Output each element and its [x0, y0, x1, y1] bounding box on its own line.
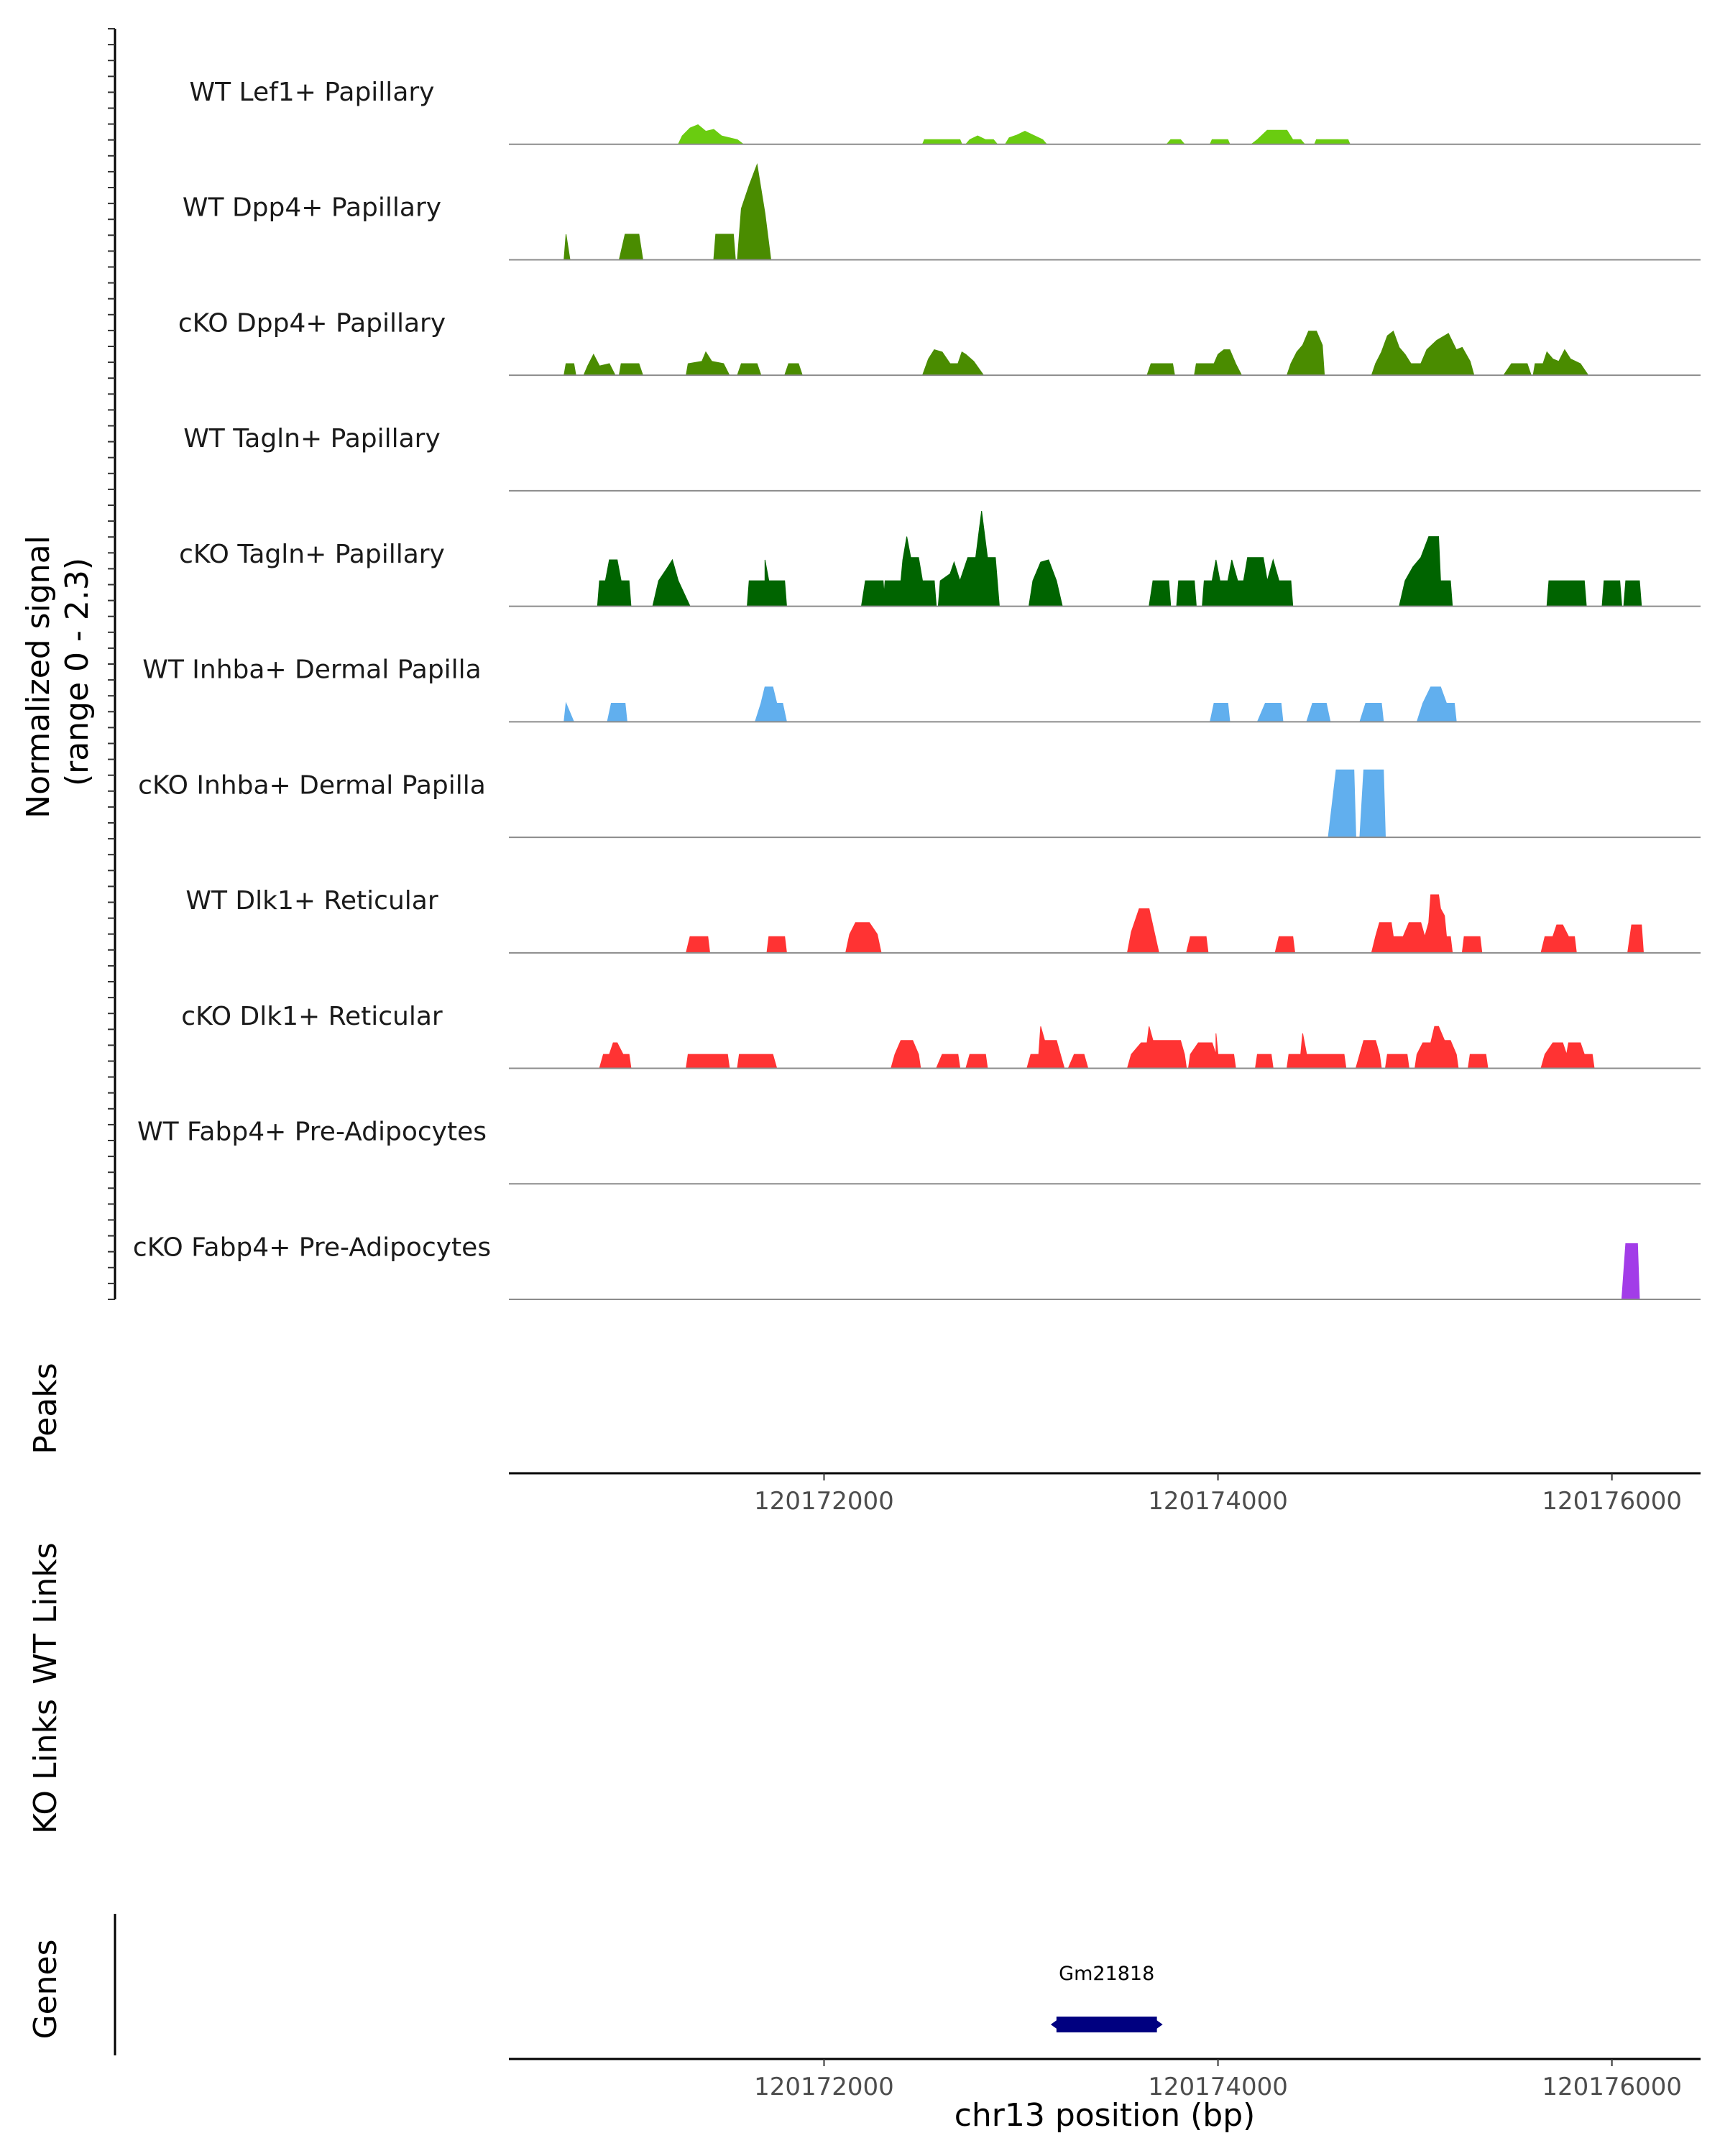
track-wt-inhba-dermal-papilla: WT Inhba+ Dermal Papilla: [142, 655, 1701, 723]
track-label-wt-tagln-papillary: WT Tagln+ Papillary: [183, 424, 441, 453]
track-cko-fabp4-pre-adipocytes: cKO Fabp4+ Pre-Adipocytes: [133, 1233, 1701, 1300]
genes-x-axis: 120172000 120174000 120176000: [509, 2058, 1701, 2101]
signal-area-wt-dpp4-papillary: [564, 162, 772, 260]
track-wt-dlk1-reticular: WT Dlk1+ Reticular: [185, 886, 1701, 954]
track-label-wt-fabp4-pre-adipocytes: WT Fabp4+ Pre-Adipocytes: [137, 1118, 487, 1147]
y-axis-title-line-2: (range 0 - 2.3): [59, 558, 96, 786]
signal-area-cko-fabp4-pre-adipocytes: [1621, 1243, 1640, 1300]
signal-area-cko-tagln-papillary: [597, 511, 1642, 607]
gene-strand-arrow-icon: [1050, 2017, 1061, 2032]
signal-area-wt-lef1-papillary: [677, 124, 1351, 145]
peaks-panel-label: Peaks: [27, 1363, 64, 1454]
signal-area-cko-dpp4-papillary: [564, 330, 1589, 376]
gene-end-cap-icon: [1152, 2017, 1163, 2032]
track-label-wt-inhba-dermal-papilla: WT Inhba+ Dermal Papilla: [142, 655, 481, 685]
signal-area-wt-dlk1-reticular: [685, 894, 1644, 954]
track-cko-tagln-papillary: cKO Tagln+ Papillary: [179, 511, 1701, 607]
peaks-x-tick-label: 120176000: [1542, 1487, 1682, 1516]
track-wt-fabp4-pre-adipocytes: WT Fabp4+ Pre-Adipocytes: [137, 1118, 1701, 1185]
signal-area-cko-dlk1-reticular: [599, 1026, 1595, 1069]
x-axis-title: chr13 position (bp): [954, 2097, 1256, 2134]
peaks-x-tick-label: 120174000: [1148, 1487, 1288, 1516]
gene-label: Gm21818: [1059, 1963, 1154, 1985]
ko-links-panel-label: KO Links: [27, 1699, 64, 1834]
track-cko-dlk1-reticular: cKO Dlk1+ Reticular: [181, 1002, 1701, 1069]
track-label-cko-dpp4-papillary: cKO Dpp4+ Papillary: [178, 308, 446, 338]
wt-links-panel-label: WT Links: [27, 1542, 64, 1684]
y-axis-title: Normalized signal (range 0 - 2.3): [20, 525, 96, 819]
genes-x-tick-label: 120176000: [1542, 2073, 1682, 2101]
genes-x-tick-label: 120172000: [754, 2073, 894, 2101]
track-label-cko-dlk1-reticular: cKO Dlk1+ Reticular: [181, 1002, 443, 1031]
signal-area-wt-inhba-dermal-papilla: [564, 686, 1457, 722]
signal-area-cko-inhba-dermal-papilla: [1328, 769, 1386, 838]
signal-y-axis: [108, 28, 116, 1300]
peaks-x-tick-label: 120172000: [754, 1487, 894, 1516]
track-label-wt-lef1-papillary: WT Lef1+ Papillary: [190, 78, 435, 107]
track-label-cko-inhba-dermal-papilla: cKO Inhba+ Dermal Papilla: [138, 770, 486, 800]
track-label-wt-dpp4-papillary: WT Dpp4+ Papillary: [183, 193, 441, 223]
track-label-cko-tagln-papillary: cKO Tagln+ Papillary: [179, 540, 445, 569]
genes-x-tick-label: 120174000: [1148, 2073, 1288, 2101]
track-wt-dpp4-papillary: WT Dpp4+ Papillary: [183, 162, 1701, 261]
track-label-cko-fabp4-pre-adipocytes: cKO Fabp4+ Pre-Adipocytes: [133, 1233, 491, 1262]
gene-track: Gm21818: [1050, 1963, 1163, 2032]
track-wt-tagln-papillary: WT Tagln+ Papillary: [183, 424, 1701, 492]
peaks-x-axis: 120172000 120174000 120176000: [509, 1472, 1701, 1516]
track-wt-lef1-papillary: WT Lef1+ Papillary: [190, 78, 1701, 145]
y-axis-title-line-1: Normalized signal: [20, 535, 57, 819]
track-cko-inhba-dermal-papilla: cKO Inhba+ Dermal Papilla: [138, 769, 1701, 839]
track-label-wt-dlk1-reticular: WT Dlk1+ Reticular: [185, 886, 438, 916]
track-cko-dpp4-papillary: cKO Dpp4+ Papillary: [178, 308, 1701, 377]
genes-panel-label: Genes: [27, 1939, 64, 2039]
signal-tracks: WT Lef1+ Papillary WT Dpp4+ Papillary cKO …: [133, 78, 1701, 1300]
gene-body: [1056, 2017, 1157, 2032]
